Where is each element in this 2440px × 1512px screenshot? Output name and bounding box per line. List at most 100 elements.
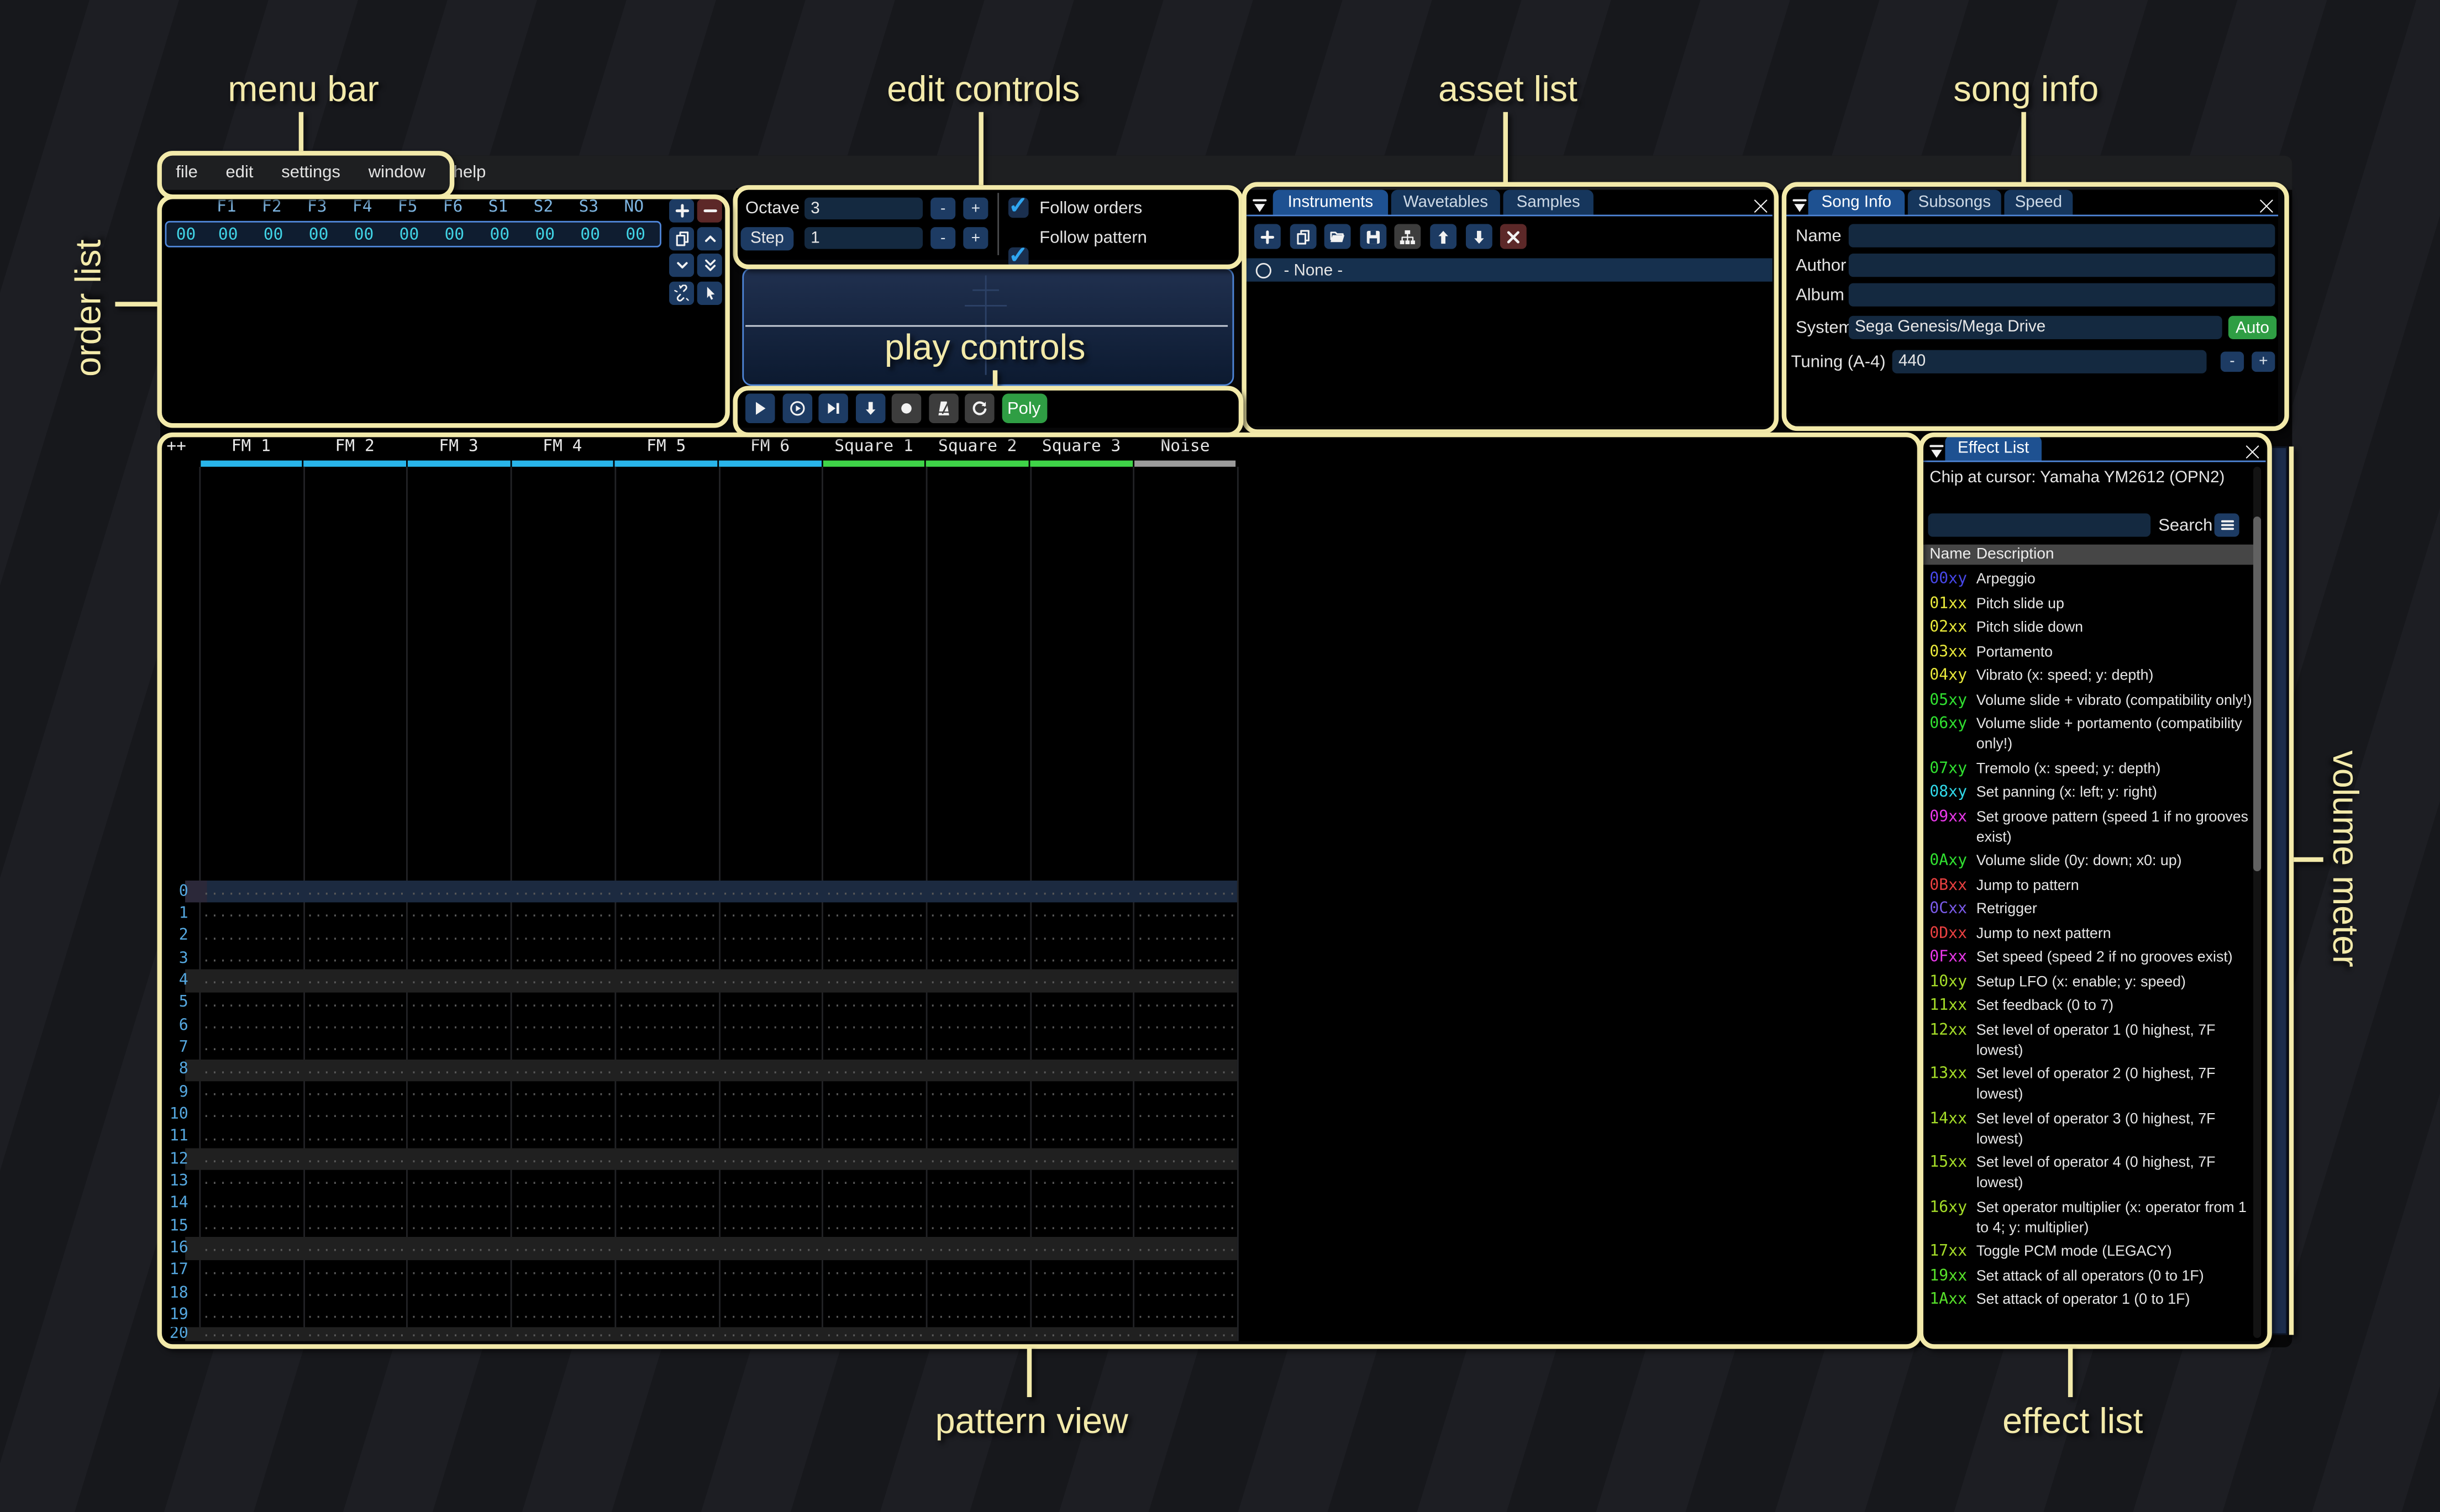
order-col-F3[interactable]: F3 — [307, 197, 327, 217]
pattern-cell[interactable]: ............. — [1032, 1285, 1130, 1301]
pattern-cell[interactable]: ............. — [202, 1307, 300, 1324]
close-icon[interactable] — [2258, 194, 2275, 213]
pattern-cell[interactable]: ............. — [929, 1240, 1027, 1256]
open-asset-button[interactable] — [1324, 224, 1352, 249]
pattern-cell[interactable]: ............. — [617, 1107, 715, 1123]
order-col-F1[interactable]: F1 — [217, 197, 236, 217]
pattern-cell[interactable]: ............. — [929, 928, 1027, 944]
pattern-cell[interactable]: ............. — [409, 1018, 508, 1034]
add-order-button[interactable] — [669, 199, 695, 223]
pattern-cell[interactable]: ............. — [1136, 1084, 1234, 1100]
pattern-cell[interactable]: ............. — [306, 1129, 404, 1145]
pattern-cell[interactable]: ............. — [306, 1062, 404, 1078]
effect-row[interactable]: 11xx Set feedback (0 to 7) — [1929, 995, 2261, 1016]
deep-clone-order-button[interactable] — [669, 281, 695, 304]
pattern-cell[interactable]: ............. — [306, 973, 404, 989]
pattern-row[interactable]: 10......................................… — [164, 1104, 1917, 1126]
pattern-cell[interactable]: ............. — [721, 1062, 819, 1078]
pattern-cell[interactable]: ............. — [306, 1151, 404, 1167]
pattern-cell[interactable]: ............. — [202, 1040, 300, 1056]
order-col-S2[interactable]: S2 — [533, 197, 554, 217]
order-cell[interactable]: 00 — [218, 224, 238, 244]
pattern-cell[interactable]: ............. — [825, 1285, 923, 1301]
pattern-cell[interactable]: ............. — [306, 1196, 404, 1212]
pattern-cell[interactable]: ............. — [1136, 1040, 1234, 1056]
pattern-cell[interactable]: ............. — [513, 1285, 612, 1301]
pattern-cell[interactable]: ............. — [617, 951, 715, 967]
pattern-cell[interactable]: ............. — [1136, 1263, 1234, 1279]
menu-item-edit[interactable]: edit — [225, 163, 254, 182]
pattern-cell[interactable]: ............. — [202, 1196, 300, 1212]
move-order-down-button[interactable] — [669, 254, 695, 277]
pattern-cell[interactable]: ............. — [929, 973, 1027, 989]
octave-input[interactable]: 3 — [804, 197, 923, 220]
pattern-cell[interactable]: ............. — [721, 1151, 819, 1167]
pattern-cell[interactable]: ............. — [929, 995, 1027, 1011]
pattern-cell[interactable]: ............. — [409, 951, 508, 967]
pattern-row[interactable]: 20......................................… — [164, 1326, 1917, 1341]
pattern-cell[interactable]: ............. — [1032, 1307, 1130, 1324]
pattern-row[interactable]: 5.......................................… — [164, 992, 1917, 1014]
step-plus-button[interactable]: + — [963, 227, 988, 249]
pattern-cell[interactable]: ............. — [617, 1196, 715, 1212]
pattern-cell[interactable]: ............. — [202, 928, 300, 944]
pattern-cell[interactable]: ............. — [825, 906, 923, 922]
pattern-cell[interactable]: ............. — [513, 1326, 612, 1341]
pattern-cell[interactable]: ............. — [825, 884, 923, 900]
pattern-cell[interactable]: ............. — [929, 1263, 1027, 1279]
album-input[interactable] — [1848, 283, 2275, 307]
pattern-cell[interactable]: ............. — [202, 973, 300, 989]
author-input[interactable] — [1848, 254, 2275, 277]
pattern-cell[interactable]: ............. — [825, 1151, 923, 1167]
close-icon[interactable] — [1752, 194, 1769, 213]
pattern-cell[interactable]: ............. — [721, 928, 819, 944]
pattern-cell[interactable]: ............. — [721, 973, 819, 989]
pattern-row[interactable]: 4.......................................… — [164, 970, 1917, 992]
tuning-minus-button[interactable]: - — [2220, 351, 2244, 372]
pattern-cell[interactable]: ............. — [409, 973, 508, 989]
pattern-cell[interactable]: ............. — [825, 1196, 923, 1212]
pattern-cell[interactable]: ............. — [409, 1285, 508, 1301]
pattern-cell[interactable]: ............. — [513, 928, 612, 944]
pattern-cell[interactable]: ............. — [721, 1263, 819, 1279]
pattern-cell[interactable]: ............. — [825, 1040, 923, 1056]
pattern-cell[interactable]: ............. — [825, 1173, 923, 1189]
order-col-F4[interactable]: F4 — [352, 197, 372, 217]
pattern-cell[interactable]: ............. — [1032, 1218, 1130, 1234]
pattern-cell[interactable]: ............. — [513, 1062, 612, 1078]
pattern-row[interactable]: 8.......................................… — [164, 1058, 1917, 1082]
poly-mono-button[interactable]: Poly — [1001, 393, 1047, 424]
pattern-row[interactable]: 9.......................................… — [164, 1081, 1917, 1103]
pattern-cell[interactable]: ............. — [929, 906, 1027, 922]
effect-row[interactable]: 15xx Set level of operator 4 (0 highest,… — [1929, 1153, 2261, 1193]
pattern-cell[interactable]: ............. — [306, 1240, 404, 1256]
pattern-cell[interactable]: ............. — [721, 995, 819, 1011]
order-list-row[interactable]: 00 00 00 00 00 00 00 00 00 00 00 — [165, 220, 661, 247]
effect-row[interactable]: 10xy Setup LFO (x: enable; y: speed) — [1929, 972, 2261, 992]
toggle-folders-button[interactable] — [1395, 224, 1422, 249]
effect-row[interactable]: 06xy Volume slide + portamento (compatib… — [1929, 714, 2261, 755]
pattern-cell[interactable]: ............. — [721, 1129, 819, 1145]
channel-header-Noise[interactable]: Noise — [1160, 437, 1210, 456]
pattern-cell[interactable]: ............. — [306, 951, 404, 967]
pattern-cell[interactable]: ............. — [513, 951, 612, 967]
pattern-cell[interactable]: ............. — [1032, 1173, 1130, 1189]
play-from-start-button[interactable] — [782, 393, 812, 424]
effect-row[interactable]: 19xx Set attack of all operators (0 to 1… — [1929, 1266, 2261, 1286]
tab-subsongs[interactable]: Subsongs — [1907, 189, 2001, 215]
pattern-cell[interactable]: ............. — [306, 884, 404, 900]
pattern-cell[interactable]: ............. — [617, 1307, 715, 1324]
pattern-cell[interactable]: ............. — [721, 1307, 819, 1324]
pattern-cell[interactable]: ............. — [513, 973, 612, 989]
pattern-row[interactable]: 15......................................… — [164, 1215, 1917, 1237]
metronome-button[interactable] — [928, 393, 958, 424]
play-one-row-button[interactable] — [818, 393, 848, 424]
pattern-cell[interactable]: ............. — [409, 1173, 508, 1189]
effect-row[interactable]: 12xx Set level of operator 1 (0 highest,… — [1929, 1020, 2261, 1060]
pattern-cell[interactable]: ............. — [202, 1218, 300, 1234]
pattern-cell[interactable]: ............. — [202, 1326, 300, 1341]
pattern-cell[interactable]: ............. — [825, 928, 923, 944]
system-input[interactable]: Sega Genesis/Mega Drive — [1848, 315, 2222, 339]
pattern-cell[interactable]: ............. — [1136, 884, 1234, 900]
pattern-cell[interactable]: ............. — [306, 928, 404, 944]
